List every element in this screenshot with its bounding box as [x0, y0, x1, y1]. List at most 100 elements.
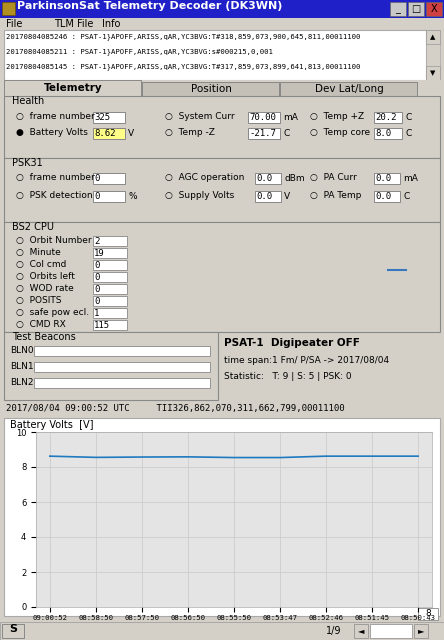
- Text: ○  PA Curr: ○ PA Curr: [310, 173, 357, 182]
- Text: ○  AGC operation: ○ AGC operation: [165, 173, 244, 182]
- Text: ○  CMD RX: ○ CMD RX: [16, 320, 66, 329]
- Text: 20170804085211 : PSAT-1}APOFF,ARISS,qAR,YC3BVG:s#000215,0,001: 20170804085211 : PSAT-1}APOFF,ARISS,qAR,…: [6, 48, 273, 55]
- Bar: [4, 30, 426, 80]
- Text: ○  Supply Volts: ○ Supply Volts: [165, 191, 234, 200]
- Text: 20170804085246 : PSAT-1}APOFF,ARISS,qAR,YC3BVG:T#318,859,073,900,645,811,0001110: 20170804085246 : PSAT-1}APOFF,ARISS,qAR,…: [6, 33, 361, 40]
- Text: ○  Minute: ○ Minute: [16, 248, 61, 257]
- Text: V: V: [128, 129, 134, 138]
- Text: Info: Info: [102, 19, 120, 29]
- Bar: [426, 66, 440, 80]
- Text: Statistic:   T: 9 | S: 5 | PSK: 0: Statistic: T: 9 | S: 5 | PSK: 0: [224, 372, 352, 381]
- Bar: [0, 0, 444, 18]
- Bar: [374, 191, 400, 202]
- Bar: [4, 158, 440, 222]
- Text: 70.00: 70.00: [249, 113, 276, 122]
- Text: File: File: [6, 19, 22, 29]
- Bar: [93, 173, 125, 184]
- Bar: [4, 222, 440, 332]
- Text: BLN1: BLN1: [10, 362, 34, 371]
- Bar: [93, 236, 127, 246]
- Text: X: X: [431, 4, 437, 14]
- Text: 0: 0: [94, 285, 99, 294]
- Text: 325: 325: [94, 113, 110, 122]
- Text: time span:1 Fm/ P/SA -> 2017/08/04: time span:1 Fm/ P/SA -> 2017/08/04: [224, 356, 389, 365]
- Text: Position: Position: [190, 84, 231, 94]
- Text: C: C: [403, 192, 409, 201]
- Bar: [0, 18, 444, 30]
- Text: 2: 2: [94, 237, 99, 246]
- Text: ◄: ◄: [358, 627, 364, 636]
- Text: ▼: ▼: [430, 70, 436, 76]
- Bar: [93, 112, 125, 123]
- Bar: [370, 624, 412, 638]
- Bar: [2, 624, 24, 638]
- Text: ○  Temp +Z: ○ Temp +Z: [310, 112, 364, 121]
- Text: 0.0: 0.0: [256, 192, 272, 201]
- Text: Telemetry: Telemetry: [44, 83, 102, 93]
- Bar: [4, 96, 440, 158]
- Text: C: C: [405, 113, 411, 122]
- Bar: [93, 260, 127, 270]
- Bar: [280, 82, 417, 96]
- Bar: [34, 378, 210, 388]
- Text: -21.7: -21.7: [249, 129, 276, 138]
- Text: Dev Lat/Long: Dev Lat/Long: [315, 84, 383, 94]
- Text: ○  safe pow ecl.: ○ safe pow ecl.: [16, 308, 89, 317]
- Bar: [0, 80, 444, 96]
- Text: PSAT-1  Digipeater OFF: PSAT-1 Digipeater OFF: [224, 338, 360, 348]
- Text: 0: 0: [94, 297, 99, 306]
- Text: ○  frame number: ○ frame number: [16, 112, 95, 121]
- Text: 8: 8: [425, 609, 431, 618]
- Bar: [426, 2, 442, 16]
- Text: ►: ►: [418, 627, 424, 636]
- Text: 115: 115: [94, 321, 110, 330]
- Text: S: S: [9, 624, 17, 634]
- Bar: [93, 272, 127, 282]
- Bar: [248, 112, 280, 123]
- Bar: [390, 2, 406, 16]
- Text: Health: Health: [12, 96, 44, 106]
- Text: ●  Battery Volts: ● Battery Volts: [16, 128, 88, 137]
- Text: 0: 0: [94, 192, 99, 201]
- Bar: [255, 191, 281, 202]
- Text: 0: 0: [94, 273, 99, 282]
- Bar: [93, 128, 125, 139]
- Text: mA: mA: [403, 174, 418, 183]
- Text: C: C: [405, 129, 411, 138]
- Text: 0: 0: [94, 261, 99, 270]
- Text: 0.0: 0.0: [375, 192, 391, 201]
- Text: TLM File: TLM File: [54, 19, 93, 29]
- Text: BLN2: BLN2: [10, 378, 33, 387]
- Bar: [354, 624, 368, 638]
- Text: ○  Temp -Z: ○ Temp -Z: [165, 128, 215, 137]
- Bar: [93, 284, 127, 294]
- Text: ○  Col cmd: ○ Col cmd: [16, 260, 66, 269]
- Text: Battery Volts  [V]: Battery Volts [V]: [10, 420, 94, 430]
- Bar: [418, 608, 438, 620]
- Bar: [4, 418, 440, 616]
- Text: ○  WOD rate: ○ WOD rate: [16, 284, 74, 293]
- Text: _: _: [396, 4, 400, 14]
- Text: ParkinsonSat Telemetry Decoder (DK3WN): ParkinsonSat Telemetry Decoder (DK3WN): [17, 1, 282, 11]
- Text: V: V: [284, 192, 290, 201]
- Bar: [374, 173, 400, 184]
- Text: PSK31: PSK31: [12, 158, 43, 168]
- Text: mA: mA: [283, 113, 298, 122]
- Text: 20170804085145 : PSAT-1}APOFF,ARISS,qAR,YC3BVG:T#317,859,073,899,641,813,0001110: 20170804085145 : PSAT-1}APOFF,ARISS,qAR,…: [6, 63, 361, 70]
- Text: C: C: [283, 129, 289, 138]
- Text: 0.0: 0.0: [256, 174, 272, 183]
- Text: BS2 CPU: BS2 CPU: [12, 222, 54, 232]
- Bar: [2, 2, 15, 15]
- Text: ○  Temp core: ○ Temp core: [310, 128, 370, 137]
- Text: ○  Orbits left: ○ Orbits left: [16, 272, 75, 281]
- Bar: [408, 2, 424, 16]
- Text: ○  frame number: ○ frame number: [16, 173, 95, 182]
- Text: ○  PA Temp: ○ PA Temp: [310, 191, 361, 200]
- Bar: [142, 82, 279, 96]
- Text: 1/9: 1/9: [326, 626, 341, 636]
- Bar: [255, 173, 281, 184]
- Bar: [426, 30, 440, 80]
- Bar: [248, 128, 280, 139]
- Bar: [4, 80, 141, 96]
- Text: □: □: [412, 4, 420, 14]
